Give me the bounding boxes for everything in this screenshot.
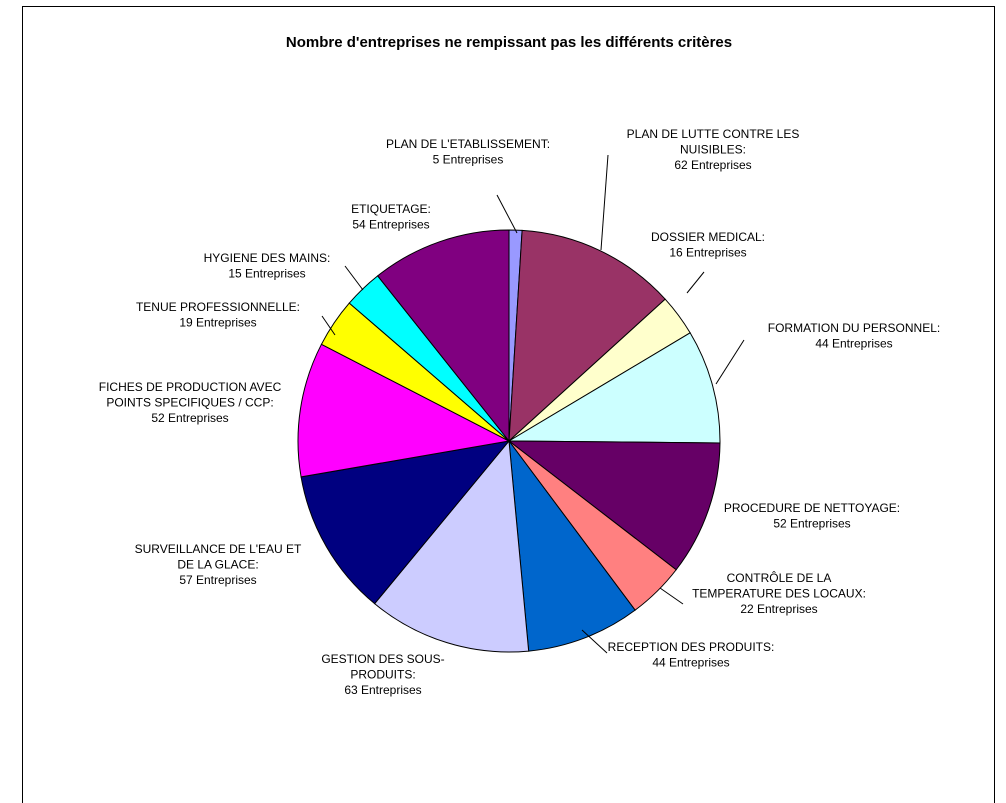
slice-label: PLAN DE LUTTE CONTRE LES NUISIBLES: 62 Ent… — [627, 127, 800, 172]
slice-value-label: 62 Entreprises — [674, 158, 751, 172]
slice-label: ETIQUETAGE: 54 Entreprises — [351, 202, 431, 232]
pie-slices — [297, 229, 721, 653]
slice-name-label: TEMPERATURE DES LOCAUX: — [692, 587, 866, 601]
slice-value-label: 16 Entreprises — [669, 246, 746, 260]
slice-name-label: HYGIENE DES MAINS: — [204, 251, 331, 265]
slice-value-label: 52 Entreprises — [773, 517, 850, 531]
leader-lines — [321, 154, 745, 654]
slice-label: HYGIENE DES MAINS: 15 Entreprises — [204, 251, 331, 281]
slice-name-label: GESTION DES SOUS- — [321, 652, 444, 666]
leader-line — [344, 265, 364, 291]
slice-name-label: DE LA GLACE: — [177, 558, 258, 572]
slice-value-label: 15 Entreprises — [228, 267, 305, 281]
slice-label: RECEPTION DES PRODUITS: 44 Entreprises — [608, 640, 775, 670]
slice-name-label: PROCEDURE DE NETTOYAGE: — [724, 501, 900, 515]
pie-slice — [508, 229, 666, 443]
slice-label: SURVEILLANCE DE L'EAU ET DE LA GLACE: 57 E… — [135, 542, 302, 587]
chart-title: Nombre d'entreprises ne rempissant pas l… — [286, 34, 732, 51]
slice-name-label: POINTS SPECIFIQUES / CCP: — [106, 396, 273, 410]
slice-name-label: DOSSIER MEDICAL: — [651, 230, 765, 244]
slice-name-label: FICHES DE PRODUCTION AVEC — [99, 380, 282, 394]
leader-line — [659, 587, 684, 605]
slice-value-label: 19 Entreprises — [179, 316, 256, 330]
slice-name-label: TENUE PROFESSIONNELLE: — [136, 300, 300, 314]
slice-name-label: PLAN DE LUTTE CONTRE LES — [627, 127, 800, 141]
leader-line — [715, 339, 745, 385]
slice-value-label: 57 Entreprises — [179, 573, 256, 587]
slice-value-label: 44 Entreprises — [815, 337, 892, 351]
slice-value-label: 44 Entreprises — [652, 656, 729, 670]
slice-value-label: 52 Entreprises — [151, 411, 228, 425]
slice-label: PLAN DE L'ETABLISSEMENT: 5 Entreprises — [386, 137, 550, 167]
leader-line — [600, 154, 609, 251]
slice-name-label: CONTRÔLE DE LA — [727, 570, 832, 585]
slice-label: TENUE PROFESSIONNELLE: 19 Entreprises — [136, 300, 300, 330]
slice-value-label: 63 Entreprises — [344, 683, 421, 697]
slice-name-label: FORMATION DU PERSONNEL: — [768, 321, 940, 335]
pie-slice — [300, 440, 511, 605]
slice-value-label: 54 Entreprises — [352, 218, 429, 232]
leader-line — [496, 194, 518, 234]
pie-slice — [297, 343, 511, 478]
slice-name-label: ETIQUETAGE: — [351, 202, 431, 216]
pie-slice — [376, 229, 510, 443]
pie-slice — [508, 439, 636, 652]
slice-name-label: RECEPTION DES PRODUITS: — [608, 640, 775, 654]
slice-name-label: NUISIBLES: — [680, 143, 746, 157]
slice-value-label: 5 Entreprises — [433, 153, 504, 167]
leader-line — [686, 271, 705, 294]
slice-name-label: PLAN DE L'ETABLISSEMENT: — [386, 137, 550, 151]
slice-label: GESTION DES SOUS- PRODUITS: 63 Entreprises — [321, 652, 444, 697]
slice-value-label: 22 Entreprises — [740, 602, 817, 616]
slice-label: DOSSIER MEDICAL: 16 Entreprises — [651, 230, 765, 260]
slice-label: FORMATION DU PERSONNEL: 44 Entreprises — [768, 321, 940, 351]
slice-labels: PLAN DE L'ETABLISSEMENT: 5 EntreprisesPLA… — [99, 127, 940, 697]
pie-slice — [373, 439, 530, 653]
pie-slice — [507, 440, 721, 571]
slice-label: CONTRÔLE DE LA TEMPERATURE DES LOCAUX: 22 … — [692, 570, 866, 616]
pie-slice — [507, 332, 721, 444]
slice-label: PROCEDURE DE NETTOYAGE: 52 Entreprises — [724, 501, 900, 531]
leader-line — [581, 629, 608, 654]
leader-line — [321, 315, 336, 336]
slice-label: FICHES DE PRODUCTION AVEC POINTS SPECIFIQ… — [99, 380, 282, 425]
slice-name-label: PRODUITS: — [350, 668, 415, 682]
slice-name-label: SURVEILLANCE DE L'EAU ET — [135, 542, 302, 556]
